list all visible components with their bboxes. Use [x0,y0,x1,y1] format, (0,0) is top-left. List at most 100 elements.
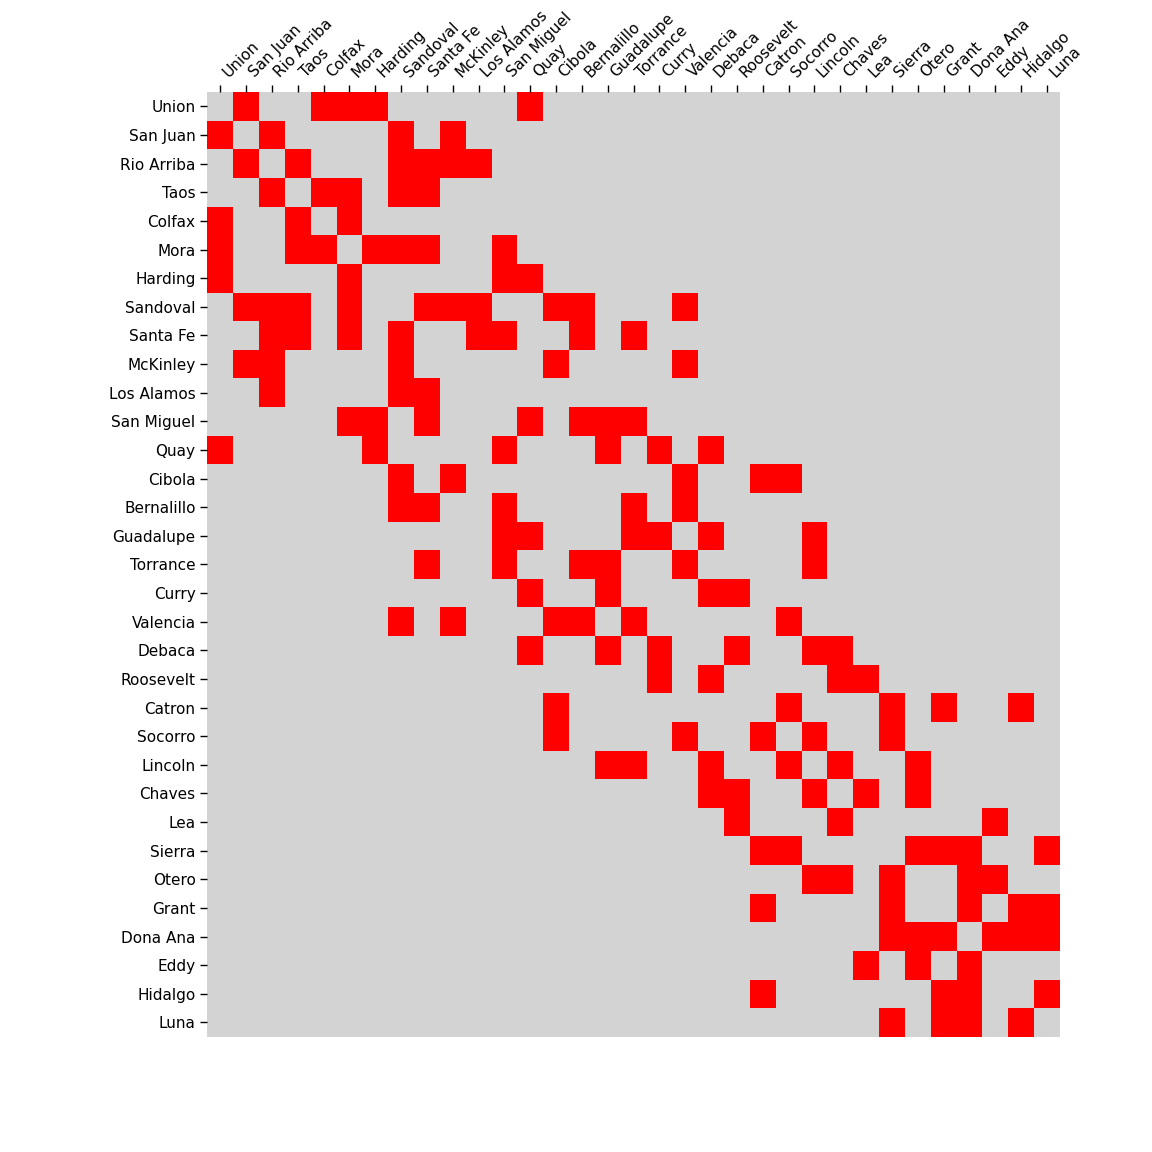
Bar [1008,694,1034,722]
Bar [492,522,517,551]
Bar [233,92,259,121]
Bar [388,150,414,179]
Bar [311,92,336,121]
Bar [233,350,259,378]
Bar [569,607,594,636]
Bar [698,779,723,808]
Bar [233,150,259,179]
Bar [336,321,363,350]
Bar [827,665,854,694]
Bar [879,923,904,950]
Bar [363,407,388,435]
Bar [492,321,517,350]
Bar [827,751,854,779]
Bar [544,350,569,378]
Bar [207,264,233,293]
Bar [621,522,646,551]
Bar [802,551,827,578]
Bar [544,607,569,636]
Bar [750,894,775,923]
Bar [673,722,698,751]
Bar [775,464,802,493]
Bar [311,235,336,264]
Bar [673,464,698,493]
Bar [904,923,931,950]
Bar [414,493,440,522]
Bar [1008,923,1034,950]
Bar [517,264,544,293]
Bar [259,179,285,206]
Bar [414,150,440,179]
Bar [698,578,723,607]
Bar [931,923,956,950]
Bar [569,321,594,350]
Bar [775,607,802,636]
Bar [775,694,802,722]
Bar [492,264,517,293]
Bar [440,150,465,179]
Bar [388,493,414,522]
Bar [336,92,363,121]
Bar [956,836,983,865]
Bar [440,464,465,493]
Bar [1034,979,1060,1008]
Bar [336,264,363,293]
Bar [646,636,673,665]
Bar [414,293,440,321]
Bar [879,722,904,751]
Bar [259,350,285,378]
Bar [207,206,233,235]
Bar [285,150,311,179]
Bar [956,979,983,1008]
Bar [723,808,750,836]
Bar [544,293,569,321]
Bar [1008,894,1034,923]
Bar [363,92,388,121]
Bar [544,694,569,722]
Bar [492,493,517,522]
Bar [956,950,983,979]
Bar [207,435,233,464]
Bar [594,636,621,665]
Bar [414,551,440,578]
Bar [879,694,904,722]
Bar [207,121,233,150]
Bar [414,378,440,407]
Bar [904,950,931,979]
Bar [569,551,594,578]
Bar [673,293,698,321]
Bar [802,522,827,551]
Bar [802,865,827,894]
Bar [517,407,544,435]
Bar [388,235,414,264]
Bar [802,636,827,665]
Bar [698,751,723,779]
Bar [904,751,931,779]
Bar [827,808,854,836]
Bar [854,665,879,694]
Bar [492,551,517,578]
Bar [646,522,673,551]
Bar [931,1008,956,1037]
Bar [646,665,673,694]
Bar [621,493,646,522]
Bar [750,979,775,1008]
Bar [698,522,723,551]
Bar [879,865,904,894]
Bar [594,435,621,464]
Bar [492,235,517,264]
Bar [775,836,802,865]
Bar [517,578,544,607]
Bar [673,493,698,522]
Bar [465,293,492,321]
Bar [544,722,569,751]
Bar [259,378,285,407]
Bar [646,435,673,464]
Bar [621,321,646,350]
Bar [854,779,879,808]
Bar [854,950,879,979]
Bar [621,607,646,636]
Bar [802,779,827,808]
Bar [673,350,698,378]
Bar [388,321,414,350]
